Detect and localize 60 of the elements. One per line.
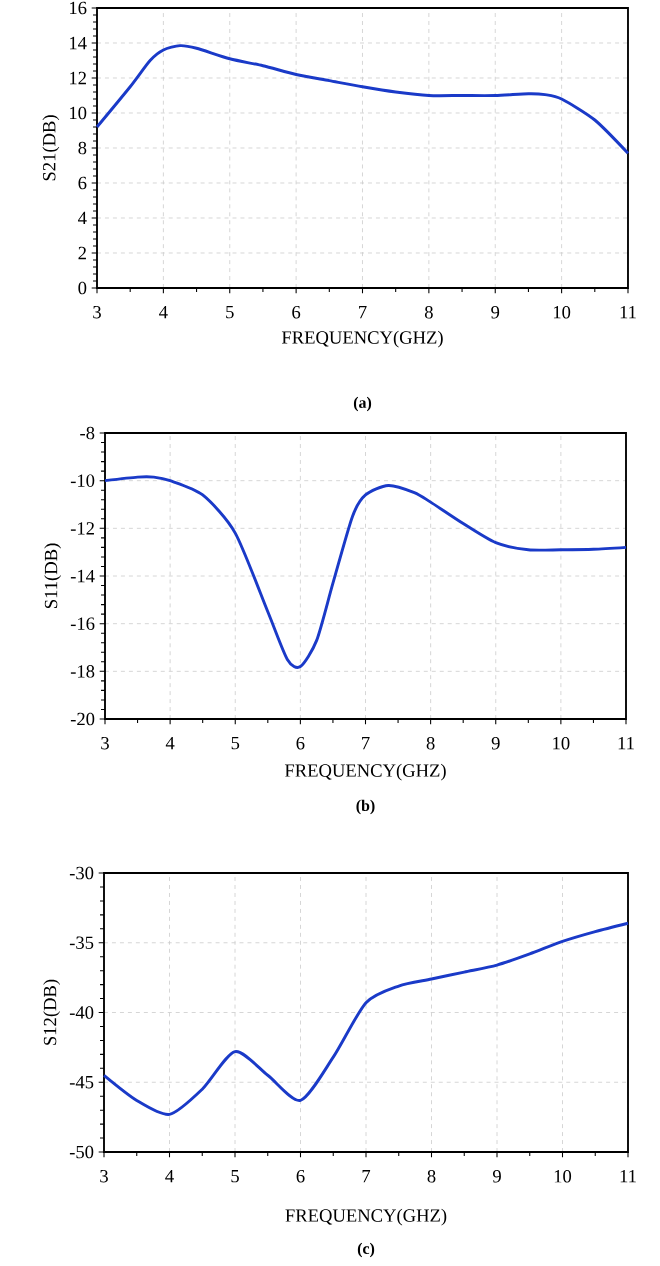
y-tick-label: -10 <box>70 474 95 487</box>
x-tick-label: 11 <box>620 305 636 319</box>
line-series <box>95 44 630 155</box>
y-tick-label: -12 <box>70 522 94 535</box>
y-axis-title: S11(DB) <box>44 543 62 608</box>
x-tick-label: 9 <box>491 305 500 319</box>
y-tick-label: 6 <box>78 176 87 190</box>
y-axis-title: S21(DB) <box>42 115 60 181</box>
y-tick-label: -14 <box>70 569 95 583</box>
y-tick-label: -50 <box>69 1145 94 1159</box>
x-tick-label: 6 <box>296 736 305 750</box>
x-tick-label: 10 <box>553 736 570 750</box>
x-axis-title: FREQUENCY(GHZ) <box>281 330 443 348</box>
x-tick-label: 10 <box>554 1169 572 1183</box>
x-tick-label: 11 <box>620 1169 636 1183</box>
x-tick-label: 3 <box>100 1169 108 1183</box>
x-tick-label: 4 <box>165 1169 174 1183</box>
x-tick-label: 8 <box>424 305 433 319</box>
text: (b) <box>356 799 375 815</box>
x-tick-label: 6 <box>292 305 301 319</box>
x-axis-title: FREQUENCY(GHZ) <box>284 763 446 781</box>
y-tick-label: -18 <box>70 665 95 678</box>
x-tick-label: 10 <box>553 305 571 319</box>
y-tick-label: 14 <box>70 36 87 50</box>
x-tick-label: 7 <box>359 305 367 319</box>
x-tick-label: 5 <box>226 305 234 319</box>
x-tick-label: 5 <box>231 736 240 750</box>
x-tick-label: 8 <box>426 736 435 750</box>
y-tick-label: 16 <box>70 1 87 15</box>
y-tick-label: -16 <box>70 617 95 630</box>
y-tick-label: 10 <box>70 106 87 120</box>
y-tick-label: -35 <box>69 936 94 950</box>
x-tick-label: 11 <box>618 736 634 750</box>
x-axis-title: FREQUENCY(GHZ) <box>285 1208 447 1226</box>
text: (c) <box>357 1242 375 1258</box>
x-tick-label: 9 <box>491 736 500 750</box>
x-tick-label: 8 <box>427 1169 436 1183</box>
y-tick-label: -8 <box>80 426 95 440</box>
x-tick-label: 9 <box>492 1169 501 1183</box>
y-tick-label: 4 <box>78 211 87 225</box>
x-tick-label: 7 <box>362 1169 371 1183</box>
line-series <box>103 475 628 669</box>
y-tick-label: -20 <box>70 712 95 726</box>
x-tick-label: 3 <box>101 736 109 750</box>
y-tick-label: 8 <box>78 141 87 155</box>
y-tick-label: -30 <box>69 866 94 880</box>
y-tick-label: 2 <box>78 246 86 260</box>
text: (a) <box>353 396 372 412</box>
y-axis-title: S12(DB) <box>43 979 61 1045</box>
y-tick-label: -45 <box>69 1076 94 1089</box>
y-tick-label: -40 <box>69 1006 94 1019</box>
x-tick-label: 7 <box>362 736 370 750</box>
x-tick-label: 6 <box>296 1169 305 1183</box>
y-tick-label: 12 <box>70 71 86 85</box>
y-tick-label: 0 <box>78 281 87 295</box>
x-tick-label: 5 <box>231 1169 239 1183</box>
x-tick-label: 3 <box>93 305 101 319</box>
x-tick-label: 4 <box>165 736 175 750</box>
line-series <box>102 921 630 1116</box>
x-tick-label: 4 <box>159 305 168 319</box>
